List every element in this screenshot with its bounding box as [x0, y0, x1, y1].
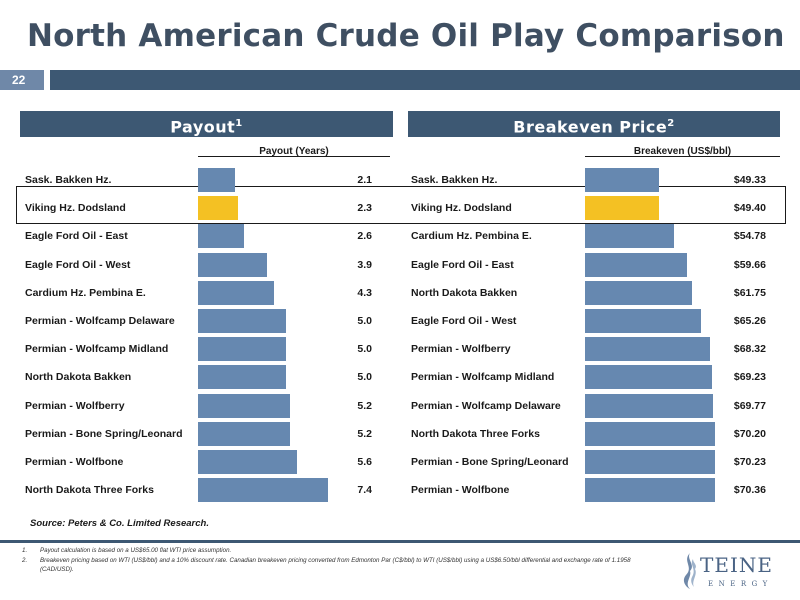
payout-value-label: 5.2: [357, 399, 372, 412]
payout-value-label: 2.6: [357, 230, 372, 243]
breakeven-bar: [585, 252, 687, 277]
payout-value-label: 5.0: [357, 371, 372, 384]
breakeven-bar: [585, 450, 715, 474]
logo-subtitle: ENERGY: [708, 580, 773, 588]
breakeven-bar: [585, 309, 702, 333]
payout-bar: [198, 224, 244, 249]
breakeven-category-label: Sask. Bakken Hz.: [411, 174, 498, 186]
breakeven-category-label: Permian - Wolfbone: [411, 484, 510, 497]
header-rule: [50, 70, 800, 90]
flame-icon: [683, 553, 696, 589]
payout-bar: [198, 337, 286, 362]
payout-axis-rule: [198, 156, 390, 157]
payout-title-footnote-ref: 1: [235, 118, 243, 129]
breakeven-value-label: $54.78: [733, 230, 766, 243]
breakeven-category-label: Permian - Bone Spring/Leonard: [411, 456, 569, 468]
breakeven-bar: [585, 365, 712, 390]
footnote-2-number: 2.: [22, 557, 28, 564]
payout-bar: [198, 168, 235, 192]
footnote-2-text: Breakeven pricing based on WTI (US$/bbl)…: [40, 557, 631, 573]
page-number-bar: 22: [0, 70, 800, 90]
breakeven-category-label: North Dakota Bakken: [411, 286, 518, 299]
payout-bar: [198, 421, 290, 446]
payout-category-label: Eagle Ford Oil - East: [25, 230, 128, 243]
payout-bar: [198, 280, 274, 305]
payout-bar: [198, 393, 290, 418]
breakeven-category-label: North Dakota Three Forks: [411, 427, 540, 440]
payout-category-label: Eagle Ford Oil - West: [25, 258, 131, 271]
payout-bar: [198, 252, 267, 277]
payout-value-label: 5.2: [357, 427, 372, 440]
payout-panel-header: Payout1: [20, 111, 393, 137]
payout-axis-label: Payout (Years): [259, 146, 329, 157]
payout-category-label: Cardium Hz. Pembina E.: [25, 286, 146, 299]
payout-category-label: Permian - Wolfcamp Midland: [25, 343, 169, 356]
breakeven-bar: [585, 393, 714, 418]
breakeven-value-label: $69.77: [733, 399, 766, 412]
highlight-row-frame: [16, 186, 786, 224]
payout-title: Payout: [170, 117, 236, 137]
breakeven-bar: [585, 478, 715, 503]
breakeven-value-label: $70.20: [733, 427, 766, 440]
source-note: Source: Peters & Co. Limited Research.: [30, 518, 209, 529]
logo-wordmark: TEINE: [700, 553, 773, 577]
payout-category-label: Permian - Wolfcamp Delaware: [25, 315, 175, 327]
breakeven-category-label: Eagle Ford Oil - West: [411, 315, 517, 327]
breakeven-title-footnote-ref: 2: [667, 118, 675, 129]
breakeven-bar: [585, 168, 660, 192]
teine-energy-logo: TEINE ENERGY: [678, 551, 788, 596]
breakeven-category-label: Permian - Wolfcamp Delaware: [411, 399, 561, 412]
breakeven-value-label: $61.75: [733, 286, 766, 299]
payout-bar: [198, 309, 286, 333]
page-number: 22: [0, 70, 44, 90]
payout-value-label: 2.1: [357, 174, 372, 186]
breakeven-value-label: $70.36: [733, 484, 766, 497]
breakeven-title: Breakeven Price: [513, 117, 668, 137]
breakeven-value-label: $59.66: [733, 258, 766, 271]
footnote-1-text: Payout calculation is based on a US$65.0…: [40, 547, 232, 554]
payout-value-label: 4.3: [357, 286, 372, 299]
payout-value-label: 7.4: [357, 484, 372, 497]
payout-category-label: Sask. Bakken Hz.: [25, 174, 112, 186]
payout-value-label: 5.6: [357, 456, 372, 468]
breakeven-value-label: $65.26: [733, 315, 766, 327]
breakeven-bar: [585, 280, 693, 305]
breakeven-value-label: $70.23: [733, 456, 766, 468]
payout-category-label: Viking Hz. Dodsland: [25, 202, 126, 215]
payout-bar: [198, 196, 239, 221]
footer-rule: [0, 540, 800, 543]
breakeven-bar: [585, 421, 715, 446]
footnote-1-number: 1.: [22, 547, 28, 554]
payout-bar: [198, 478, 329, 503]
breakeven-value-label: $68.32: [733, 343, 766, 356]
breakeven-value-label: $49.40: [733, 202, 766, 215]
breakeven-category-label: Viking Hz. Dodsland: [411, 202, 512, 215]
payout-category-label: Permian - Wolfbone: [25, 456, 124, 468]
breakeven-category-label: Cardium Hz. Pembina E.: [411, 230, 532, 243]
breakeven-bar: [585, 196, 660, 221]
payout-value-label: 2.3: [357, 202, 372, 215]
payout-category-label: Permian - Wolfberry: [25, 399, 125, 412]
breakeven-bar: [585, 337, 710, 362]
page-title: North American Crude Oil Play Comparison: [27, 18, 785, 54]
breakeven-value-label: $69.23: [733, 371, 766, 384]
breakeven-panel-header: Breakeven Price2: [408, 111, 780, 137]
payout-category-label: Permian - Bone Spring/Leonard: [25, 427, 183, 440]
payout-category-label: North Dakota Three Forks: [25, 484, 154, 497]
payout-value-label: 5.0: [357, 315, 372, 327]
breakeven-axis-label: Breakeven (US$/bbl): [633, 146, 732, 157]
breakeven-category-label: Permian - Wolfcamp Midland: [411, 371, 555, 384]
payout-category-label: North Dakota Bakken: [25, 371, 132, 384]
payout-value-label: 5.0: [357, 343, 372, 356]
breakeven-value-label: $49.33: [733, 174, 766, 186]
breakeven-bar: [585, 224, 674, 249]
payout-value-label: 3.9: [357, 258, 372, 271]
breakeven-category-label: Eagle Ford Oil - East: [411, 258, 514, 271]
payout-bar: [198, 365, 286, 390]
breakeven-category-label: Permian - Wolfberry: [411, 343, 511, 356]
payout-bar: [198, 450, 297, 474]
breakeven-axis-rule: [585, 156, 780, 157]
